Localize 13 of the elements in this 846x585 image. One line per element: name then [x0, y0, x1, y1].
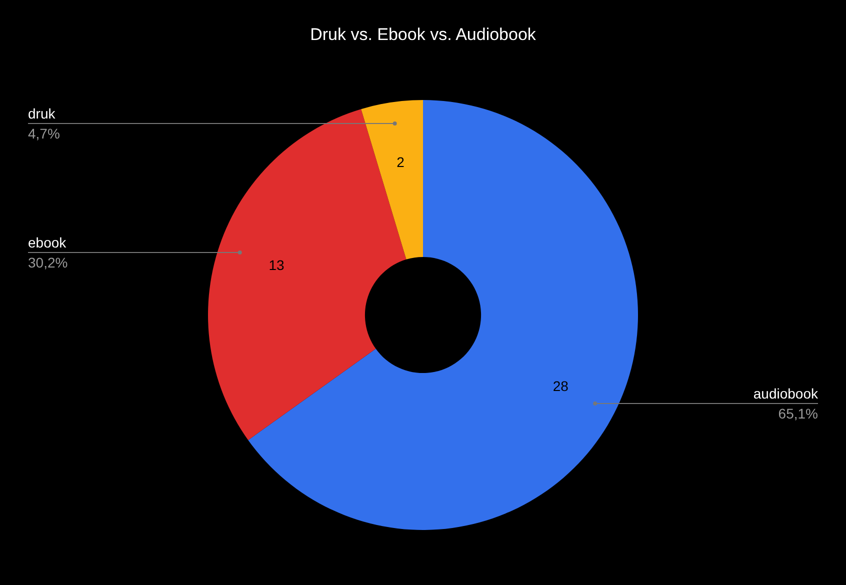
donut-slice — [361, 100, 423, 260]
slice-label: druk — [28, 106, 56, 122]
data-label: 13 — [268, 257, 284, 274]
slice-label: ebook — [28, 234, 68, 251]
text: 4,7% — [28, 126, 60, 142]
data-label: 2 — [396, 154, 405, 170]
donut-slice — [248, 100, 638, 530]
data-label: 28 — [552, 378, 569, 394]
chart-title: Druk vs. Ebook vs. Audiobook — [310, 25, 536, 44]
donut-slice — [208, 109, 406, 440]
slice-label: audiobook — [753, 385, 819, 402]
text: 30,2% — [28, 254, 68, 271]
text: 65,1% — [778, 405, 818, 422]
